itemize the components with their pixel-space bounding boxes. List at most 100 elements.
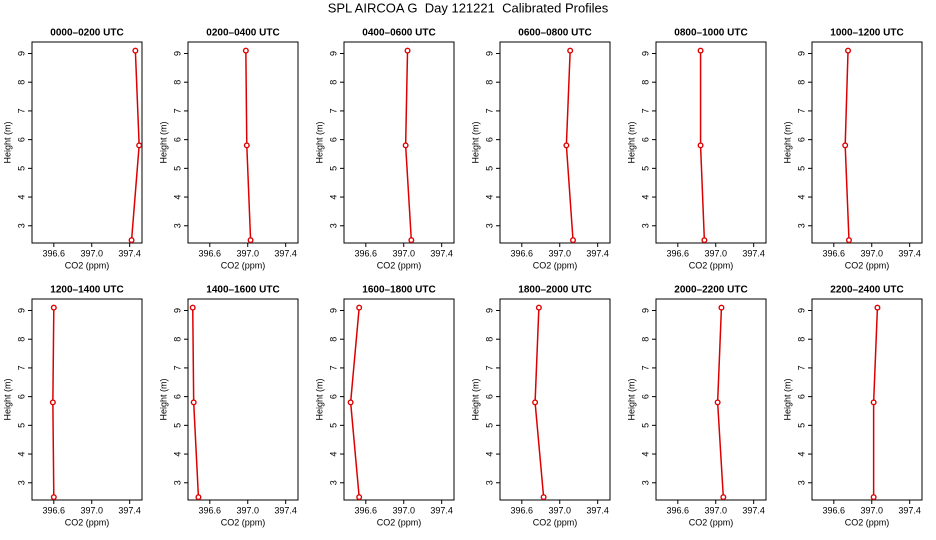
data-point: [402, 142, 409, 149]
y-tick-label: 3: [796, 223, 806, 228]
y-tick-label: 9: [172, 308, 182, 313]
data-point: [190, 399, 197, 406]
x-tick-label: 397.0: [392, 505, 415, 515]
data-point: [408, 237, 415, 244]
x-tick-label: 397.0: [860, 248, 883, 258]
data-point: [132, 47, 139, 54]
x-axis-label: CO2 (ppm): [689, 260, 734, 270]
panel-title: 0800–1000 UTC: [674, 28, 747, 39]
y-tick-label: 4: [328, 452, 338, 457]
y-axis-label: Height (m): [626, 378, 636, 420]
x-tick-label: 397.0: [548, 248, 571, 258]
x-axis-label: CO2 (ppm): [533, 260, 578, 270]
y-tick-label: 7: [172, 365, 182, 370]
data-point: [50, 304, 57, 311]
x-tick-label: 397.4: [274, 248, 297, 258]
y-tick-label: 4: [640, 452, 650, 457]
y-tick-label: 5: [484, 166, 494, 171]
x-axis-label: CO2 (ppm): [65, 260, 110, 270]
data-point: [243, 142, 250, 149]
y-axis-label: Height (m): [314, 378, 324, 420]
panel-title: 1200–1400 UTC: [50, 285, 123, 296]
y-tick-label: 6: [640, 137, 650, 142]
plot-frame: [31, 298, 143, 501]
x-tick-label: 397.0: [548, 505, 571, 515]
x-tick-label: 397.4: [898, 505, 921, 515]
x-axis-label: CO2 (ppm): [689, 517, 734, 527]
y-tick-label: 5: [172, 166, 182, 171]
y-tick-label: 9: [484, 308, 494, 313]
y-tick-label: 9: [796, 51, 806, 56]
y-tick-label: 9: [640, 308, 650, 313]
x-axis-label: CO2 (ppm): [845, 260, 890, 270]
x-tick-label: 397.4: [898, 248, 921, 258]
y-tick-label: 4: [796, 195, 806, 200]
y-tick-label: 3: [16, 223, 26, 228]
y-tick-label: 7: [172, 108, 182, 113]
x-tick-label: 396.6: [823, 248, 846, 258]
y-tick-label: 6: [484, 394, 494, 399]
y-tick-label: 5: [328, 166, 338, 171]
y-tick-label: 5: [640, 423, 650, 428]
y-tick-label: 7: [16, 365, 26, 370]
y-tick-label: 5: [16, 166, 26, 171]
y-tick-label: 9: [328, 51, 338, 56]
data-point: [404, 47, 411, 54]
x-tick-label: 397.4: [742, 505, 765, 515]
y-tick-label: 9: [640, 51, 650, 56]
x-tick-label: 396.6: [355, 505, 378, 515]
x-tick-label: 397.0: [80, 505, 103, 515]
y-tick-label: 4: [796, 452, 806, 457]
data-point: [714, 399, 721, 406]
x-axis-label: CO2 (ppm): [845, 517, 890, 527]
plot-frame: [811, 41, 923, 244]
data-point: [570, 237, 577, 244]
y-tick-label: 3: [484, 223, 494, 228]
y-tick-label: 5: [796, 423, 806, 428]
data-point: [535, 304, 542, 311]
panel-title: 0600–0800 UTC: [518, 28, 591, 39]
y-tick-label: 3: [172, 480, 182, 485]
y-tick-label: 5: [640, 166, 650, 171]
data-point: [567, 47, 574, 54]
x-axis-label: CO2 (ppm): [65, 517, 110, 527]
data-point: [845, 237, 852, 244]
data-point: [718, 304, 725, 311]
y-tick-label: 3: [640, 223, 650, 228]
panel-title: 0400–0600 UTC: [362, 28, 435, 39]
plot-frame: [811, 298, 923, 501]
y-tick-label: 4: [484, 195, 494, 200]
y-tick-label: 9: [172, 51, 182, 56]
plot-frame: [31, 41, 143, 244]
y-tick-label: 8: [16, 80, 26, 85]
y-axis-label: Height (m): [158, 121, 168, 163]
data-point: [870, 494, 877, 501]
y-tick-label: 3: [484, 480, 494, 485]
x-tick-label: 397.4: [118, 505, 141, 515]
data-point: [128, 237, 135, 244]
plot-frame: [499, 41, 611, 244]
y-tick-label: 8: [328, 80, 338, 85]
data-point: [242, 47, 249, 54]
y-tick-label: 6: [16, 394, 26, 399]
y-tick-label: 6: [796, 394, 806, 399]
y-tick-label: 6: [328, 137, 338, 142]
x-tick-label: 396.6: [511, 505, 534, 515]
y-tick-label: 3: [16, 480, 26, 485]
plot-frame: [343, 298, 455, 501]
data-point: [247, 237, 254, 244]
x-tick-label: 396.6: [199, 248, 222, 258]
y-tick-label: 3: [796, 480, 806, 485]
y-tick-label: 4: [16, 452, 26, 457]
data-point: [697, 142, 704, 149]
x-tick-label: 396.6: [667, 505, 690, 515]
data-point: [845, 47, 852, 54]
y-tick-label: 6: [796, 137, 806, 142]
y-tick-label: 6: [172, 394, 182, 399]
y-axis-label: Height (m): [314, 121, 324, 163]
data-point: [874, 304, 881, 311]
y-tick-label: 5: [172, 423, 182, 428]
panel-title: 1400–1600 UTC: [206, 285, 279, 296]
y-axis-label: Height (m): [158, 378, 168, 420]
x-tick-label: 397.0: [860, 505, 883, 515]
